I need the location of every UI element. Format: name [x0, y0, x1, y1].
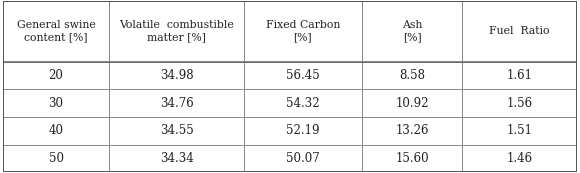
Bar	[462, 89, 577, 117]
Text: 30: 30	[49, 97, 64, 110]
Text: Volatile  combustible
matter [%]: Volatile combustible matter [%]	[119, 20, 234, 42]
Text: 50: 50	[49, 152, 64, 165]
Ellipse shape	[244, 68, 359, 140]
Text: 34.98: 34.98	[160, 69, 193, 82]
Bar	[244, 62, 362, 89]
Bar	[362, 117, 462, 144]
Text: 20: 20	[49, 69, 63, 82]
Text: 8.58: 8.58	[399, 69, 425, 82]
Bar	[244, 144, 362, 172]
Text: 52.19: 52.19	[286, 124, 320, 137]
Text: 1.51: 1.51	[507, 124, 532, 137]
Text: 15.60: 15.60	[395, 152, 429, 165]
Bar	[3, 1, 109, 62]
Bar	[3, 144, 109, 172]
Text: 1.61: 1.61	[507, 69, 532, 82]
Bar	[244, 1, 362, 62]
Bar	[362, 62, 462, 89]
Bar	[244, 117, 362, 144]
Bar	[362, 144, 462, 172]
Bar	[109, 144, 244, 172]
Ellipse shape	[49, 56, 198, 158]
Bar	[3, 117, 109, 144]
Bar	[362, 89, 462, 117]
Text: Fuel  Ratio: Fuel Ratio	[490, 26, 550, 36]
Ellipse shape	[126, 76, 201, 158]
Bar	[3, 89, 109, 117]
Bar	[362, 1, 462, 62]
Text: 13.26: 13.26	[395, 124, 429, 137]
Text: 1.56: 1.56	[506, 97, 533, 110]
Text: Ash
[%]: Ash [%]	[402, 20, 422, 42]
Ellipse shape	[342, 78, 445, 143]
Bar	[462, 1, 577, 62]
Text: 54.32: 54.32	[286, 97, 320, 110]
Bar	[109, 89, 244, 117]
Bar	[462, 144, 577, 172]
Text: 40: 40	[49, 124, 64, 137]
Text: 34.76: 34.76	[160, 97, 194, 110]
Bar	[109, 117, 244, 144]
Text: 56.45: 56.45	[286, 69, 320, 82]
Bar	[109, 62, 244, 89]
Bar	[3, 62, 109, 89]
Text: 34.34: 34.34	[160, 152, 194, 165]
Bar	[462, 117, 577, 144]
Text: 50.07: 50.07	[286, 152, 320, 165]
Text: 10.92: 10.92	[395, 97, 429, 110]
Text: Fixed Carbon
[%]: Fixed Carbon [%]	[266, 20, 340, 42]
Text: General swine
content [%]: General swine content [%]	[17, 20, 95, 42]
Bar	[462, 62, 577, 89]
Text: 1.46: 1.46	[506, 152, 533, 165]
Bar	[244, 89, 362, 117]
Text: 34.55: 34.55	[160, 124, 194, 137]
Bar	[109, 1, 244, 62]
